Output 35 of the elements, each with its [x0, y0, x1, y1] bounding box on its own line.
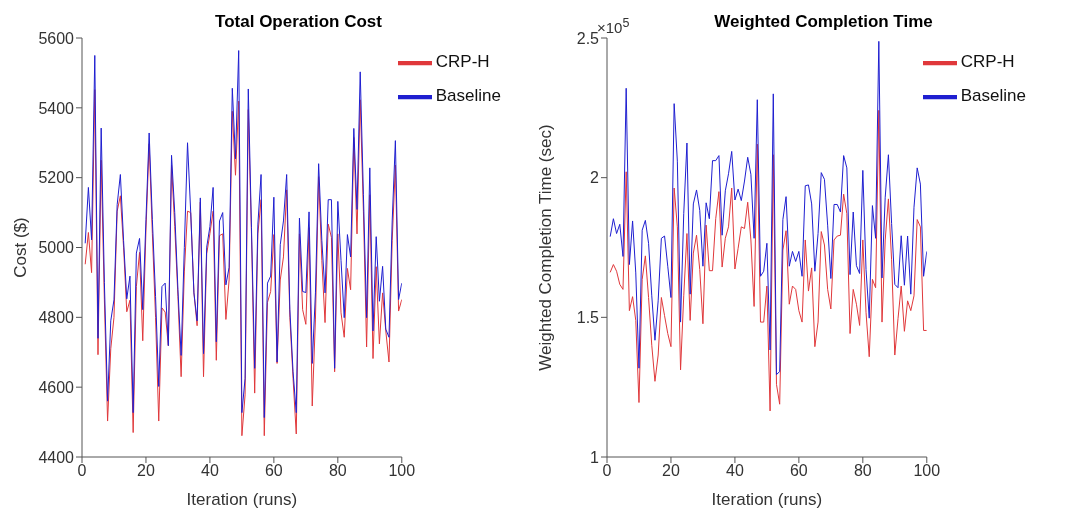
legend-label: Baseline: [435, 86, 501, 106]
y-tick-label: 5200: [38, 169, 75, 187]
legend-label: CRP-H: [435, 52, 490, 72]
x-tick-label: 40: [201, 462, 219, 480]
y-tick-label: 5600: [38, 29, 75, 47]
x-tick-label: 100: [913, 462, 941, 480]
y-tick-label: 5000: [38, 239, 75, 257]
y-axis-title: Cost ($): [11, 217, 31, 278]
y-tick-label: 1.5: [576, 309, 600, 327]
y-tick-label: 5400: [38, 99, 75, 117]
x-tick-label: 40: [726, 462, 744, 480]
y-tick-label: 1: [590, 448, 600, 466]
x-tick-label: 0: [77, 462, 87, 480]
x-tick-label: 0: [602, 462, 612, 480]
x-tick-label: 20: [137, 462, 155, 480]
x-tick-label: 60: [264, 462, 283, 480]
x-tick-label: 80: [328, 462, 347, 480]
y-tick-label: 2: [590, 169, 600, 187]
text: ×10$^{5}$: [597, 16, 630, 36]
y-tick-label: 4800: [38, 309, 75, 327]
legend-label: Baseline: [960, 86, 1026, 106]
x-tick-label: 60: [789, 462, 808, 480]
y-tick-label: 4400: [38, 448, 75, 466]
y-tick-label: 4600: [38, 378, 75, 396]
x-tick-label: 20: [662, 462, 680, 480]
chart-title: Weighted Completion Time: [714, 12, 933, 31]
chart-title: Total Operation Cost: [214, 12, 383, 32]
x-tick-label: 100: [388, 462, 416, 480]
x-axis-title: Iteration (runs): [186, 490, 298, 509]
line-series: [609, 40, 927, 376]
legend-label: CRP-H: [960, 52, 1015, 72]
y-axis-title: Weighted Completion Time (sec): [536, 124, 556, 371]
x-axis-title: Iteration (runs): [711, 490, 823, 509]
line-series: [609, 109, 927, 412]
x-tick-label: 80: [853, 462, 872, 480]
